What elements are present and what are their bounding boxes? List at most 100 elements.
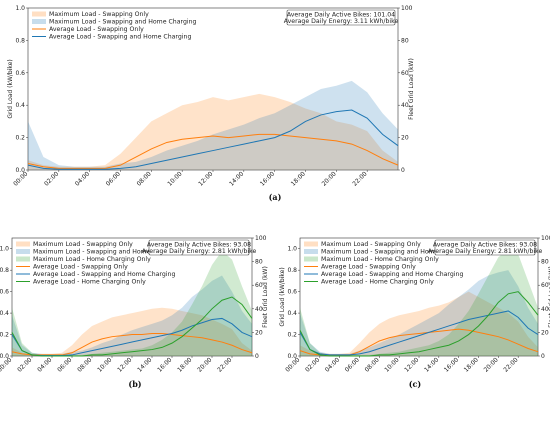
- y-tick-label: 0.0: [0, 353, 9, 360]
- legend-label: Maximum Load - Swapping Only: [321, 241, 421, 248]
- stats-box: [148, 239, 250, 256]
- stats-box: [434, 239, 536, 256]
- y-tick-label: 0.2: [287, 332, 297, 339]
- legend-swatch: [304, 241, 318, 247]
- panel-caption: (a): [269, 192, 282, 202]
- stats-box: [286, 9, 396, 26]
- legend-swatch: [16, 241, 30, 247]
- x-tick-label: 08:00: [136, 170, 153, 187]
- series-line-2: [27, 133, 399, 169]
- y-tick-label: 0.6: [15, 70, 25, 77]
- x-tick-label: 04:00: [74, 170, 91, 187]
- y2-tick-label: 40: [255, 306, 263, 313]
- x-tick-label: 20:00: [196, 356, 213, 373]
- y2-tick-label: 0: [401, 167, 405, 174]
- series-line-3: [27, 109, 399, 170]
- x-tick-label: 16:00: [259, 170, 276, 187]
- legend-label: Average Load - Swapping Only: [321, 264, 416, 271]
- y-tick-label: 0.0: [287, 353, 297, 360]
- series-area-1: [28, 80, 398, 170]
- plot-frame: [27, 7, 399, 171]
- y2-tick-label: 20: [255, 329, 263, 336]
- y-tick-label: 0.4: [15, 102, 25, 109]
- y-tick-label: 0.4: [287, 310, 297, 317]
- y2-tick-label: 80: [255, 259, 263, 266]
- x-tick-label: 18:00: [463, 356, 480, 373]
- y-tick-label: 0.8: [287, 267, 297, 274]
- x-tick-label: 08:00: [364, 356, 381, 373]
- legend-swatch: [32, 11, 46, 17]
- legend-label: Maximum Load - Swapping Only: [33, 241, 133, 248]
- series-area-1: [12, 275, 252, 356]
- series-area-0: [300, 291, 538, 356]
- series-area-0: [28, 93, 398, 170]
- x-tick-label: 04:00: [324, 356, 341, 373]
- x-tick-label: 22:00: [216, 356, 233, 373]
- y2-tick-label: 80: [401, 37, 409, 44]
- stats-text: Average Daily Active Bikes: 93.08: [147, 242, 251, 249]
- x-tick-label: 06:00: [344, 356, 361, 373]
- legend-label: Maximum Load - Home Charging Only: [321, 256, 439, 263]
- y-tick-label: 0.6: [0, 289, 9, 296]
- y-tick-label: 0.2: [15, 135, 25, 142]
- y2-tick-label: 0: [541, 353, 545, 360]
- x-tick-label: 18:00: [176, 356, 193, 373]
- legend-swatch: [304, 249, 318, 254]
- y-tick-label: 0.0: [15, 167, 25, 174]
- x-tick-label: 14:00: [228, 170, 245, 187]
- stats-text: Average Daily Energy: 3.11 kWh/bike: [284, 18, 399, 25]
- y-tick-label: 0.8: [0, 267, 9, 274]
- y2-tick-label: 100: [401, 5, 413, 12]
- x-tick-label: 02:00: [43, 170, 60, 187]
- chart-panel-c: 0.00.20.40.60.81.002040608010000:0002:00…: [279, 235, 550, 389]
- legend-label: Maximum Load - Swapping and Home Chargin…: [49, 19, 197, 26]
- legend-label: Maximum Load - Swapping Only: [49, 11, 149, 18]
- series-line-3: [11, 332, 253, 356]
- x-tick-label: 16:00: [443, 356, 460, 373]
- x-tick-label: 12:00: [403, 356, 420, 373]
- legend-label: Average Load - Home Charging Only: [33, 279, 146, 286]
- legend-swatch: [16, 256, 30, 262]
- x-tick-label: 14:00: [136, 356, 153, 373]
- x-tick-label: 06:00: [105, 170, 122, 187]
- stats-text: Average Daily Energy: 2.81 kWh/bike: [142, 248, 257, 255]
- y2-tick-label: 100: [541, 235, 550, 242]
- legend-label: Average Load - Swapping and Home Chargin…: [33, 271, 175, 278]
- x-tick-label: 16:00: [156, 356, 173, 373]
- y-axis-title: Grid Load (kW/bike): [279, 267, 286, 326]
- x-tick-label: 10:00: [166, 170, 183, 187]
- y-tick-label: 0.4: [0, 310, 9, 317]
- y-tick-label: 0.2: [0, 332, 9, 339]
- legend-swatch: [304, 256, 318, 262]
- x-tick-label: 08:00: [76, 356, 93, 373]
- chart-legend: Maximum Load - Swapping Only Maximum Load…: [16, 241, 181, 286]
- y2-axis-title: Fleet Grid Load (kW): [262, 266, 269, 328]
- series-area-2: [12, 250, 252, 356]
- y-tick-label: 1.0: [287, 246, 297, 253]
- panel-caption: (c): [409, 379, 422, 389]
- y2-tick-label: 80: [541, 259, 549, 266]
- x-tick-label: 22:00: [502, 356, 519, 373]
- x-tick-label: 22:00: [351, 170, 368, 187]
- plot-frame: [11, 237, 253, 357]
- y2-tick-label: 40: [541, 306, 549, 313]
- legend-label: Maximum Load - Home Charging Only: [33, 256, 151, 263]
- y2-axis-title: Fleet Grid Load (kW): [408, 58, 415, 120]
- stats-text: Average Daily Active Bikes: 101.04: [287, 12, 395, 19]
- legend-swatch: [16, 249, 30, 254]
- y-axis-title: Grid Load (kW/bike): [7, 59, 14, 118]
- series-area-2: [300, 248, 538, 356]
- x-tick-label: 20:00: [321, 170, 338, 187]
- y2-tick-label: 0: [255, 353, 259, 360]
- x-tick-label: 04:00: [36, 356, 53, 373]
- x-tick-label: 20:00: [483, 356, 500, 373]
- legend-label: Maximum Load - Swapping and Home Chargin…: [321, 249, 469, 256]
- y2-tick-label: 40: [401, 102, 409, 109]
- x-tick-label: 14:00: [423, 356, 440, 373]
- stats-text: Average Daily Active Bikes: 93.08: [433, 242, 537, 249]
- x-tick-label: 12:00: [197, 170, 214, 187]
- stats-text: Average Daily Energy: 2.81 kWh/bike: [428, 248, 543, 255]
